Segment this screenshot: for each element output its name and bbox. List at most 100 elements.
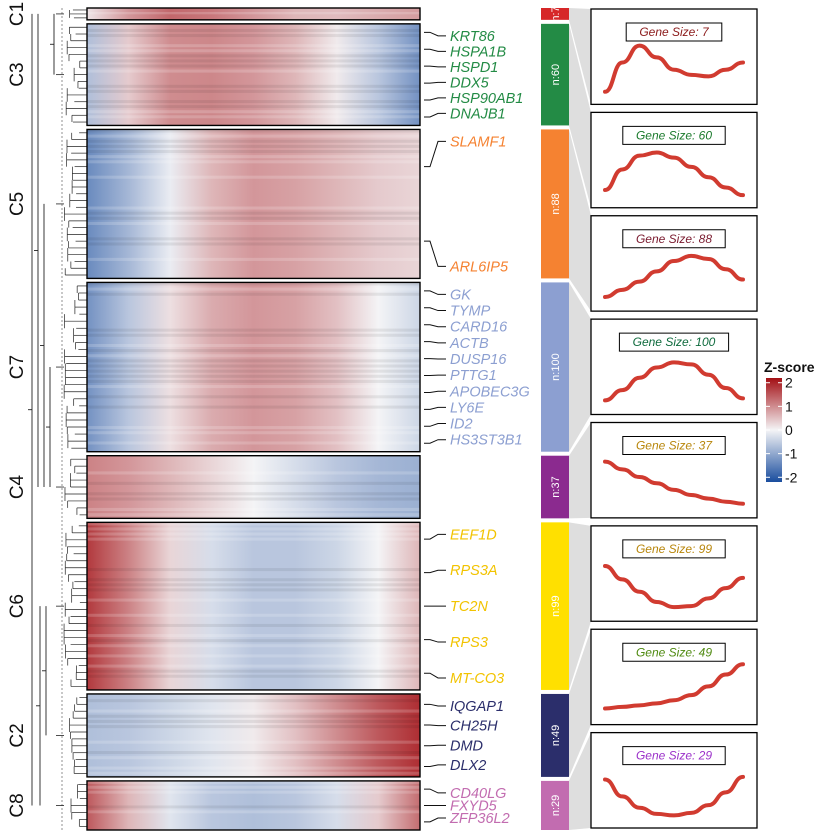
heatmap-row-texture — [87, 598, 420, 602]
heatmap-row-texture — [87, 385, 420, 389]
connector-band-c1 — [569, 8, 591, 105]
heatmap-block-border — [86, 128, 421, 280]
heatmap-row-texture — [87, 49, 420, 53]
trend-line — [603, 360, 745, 403]
heatmap-row-texture — [87, 780, 420, 784]
gene-size-label-box — [622, 642, 726, 662]
cluster-annotation-c8 — [541, 780, 569, 830]
heatmap-row-texture — [87, 699, 420, 703]
legend-colorbar — [766, 378, 782, 482]
gene-label: EEF1D — [450, 527, 497, 543]
cluster-annotation-c7 — [541, 282, 569, 452]
gene-size-label: Gene Size: 100 — [633, 335, 716, 349]
heatmap-row-texture — [87, 497, 420, 501]
heatmap-block-border — [86, 521, 421, 691]
heatmap-row-texture — [87, 634, 420, 638]
gene-label: DLX2 — [450, 758, 486, 774]
gene-label: SLAMF1 — [450, 134, 506, 150]
heatmap-row-texture — [87, 115, 420, 119]
heatmap-block-c3 — [87, 23, 420, 126]
gene-label-connector — [424, 724, 446, 727]
heatmap-row-texture — [87, 750, 420, 755]
heatmap-row-texture — [87, 578, 420, 582]
cluster-label: C7 — [7, 355, 28, 379]
heatmap-row-texture — [87, 664, 420, 668]
heatmap-row-texture — [87, 89, 420, 93]
heatmap-row-texture — [87, 369, 420, 373]
gene-label-connector — [424, 31, 446, 37]
heatmap-row-texture — [87, 771, 420, 775]
heatmap-row-texture — [87, 471, 420, 475]
heatmap-block-c8 — [87, 780, 420, 830]
gene-label: MT-CO3 — [450, 671, 504, 687]
legend-tick-label: -1 — [785, 446, 798, 462]
heatmap-row-texture — [87, 725, 420, 729]
heatmap-row-texture — [87, 374, 420, 378]
heatmap-row-texture — [87, 613, 420, 617]
gene-label-connector — [424, 744, 446, 747]
heatmap-row-texture — [87, 129, 420, 133]
gene-size-label: Gene Size: 49 — [636, 645, 712, 659]
heatmap-row-texture — [87, 64, 420, 68]
gene-label: ZFP36L2 — [449, 811, 510, 827]
gene-label: IQGAP1 — [450, 699, 504, 715]
heatmap-row-texture — [87, 785, 420, 789]
heatmap-block-border — [86, 7, 421, 21]
heatmap-block-c4 — [87, 455, 420, 519]
gene-label: ARL6IP5 — [449, 259, 509, 275]
heatmap-row-texture — [87, 206, 420, 210]
gene-label: ID2 — [450, 417, 473, 433]
gene-label-connector — [424, 817, 446, 823]
heatmap-row-texture — [87, 221, 420, 225]
legend-tick-label: 2 — [785, 375, 793, 391]
gene-label-connector — [424, 81, 446, 84]
gene-label: ACTB — [449, 336, 489, 352]
gene-label: HS3ST3B1 — [450, 433, 523, 449]
heatmap-block-c6 — [87, 522, 420, 690]
cluster-label: C6 — [7, 594, 28, 618]
heatmap-row-texture — [87, 588, 420, 592]
trend-line — [603, 774, 745, 818]
heatmap-row-texture — [87, 237, 420, 241]
cluster-bands-layer — [569, 8, 591, 830]
legend-title: Z-score — [764, 359, 815, 375]
trend-line — [603, 150, 745, 198]
cluster-gene-count: n:99 — [550, 595, 562, 616]
heatmap-row-texture — [87, 134, 420, 138]
heatmap-block-c1 — [87, 8, 420, 20]
cluster-gene-count: n:37 — [550, 476, 562, 497]
cluster-gene-count: n:7 — [550, 6, 562, 21]
gene-size-label: Gene Size: 37 — [636, 439, 713, 453]
heatmap-row-texture — [87, 149, 420, 154]
cluster-annotation-c4 — [541, 455, 569, 519]
gene-label: TYMP — [450, 304, 491, 320]
gene-size-label: Gene Size: 60 — [636, 128, 712, 142]
gene-label-connector — [424, 569, 446, 574]
heatmap-row-texture — [87, 175, 420, 179]
connector-band-c3 — [569, 23, 591, 208]
dendrogram: C1 C3 C5 C7 C4 C6 C2 C8 — [7, 2, 87, 830]
heatmap-row-texture — [87, 756, 420, 760]
legend-tick-label: -2 — [785, 469, 798, 485]
gene-label: CD40LG — [450, 786, 506, 802]
heatmap-row-texture — [87, 790, 420, 794]
heatmap-row-texture — [87, 28, 420, 32]
connector-band-c4 — [569, 422, 591, 519]
gene-label-connector — [424, 97, 446, 101]
heatmap-row-texture — [87, 139, 420, 143]
gene-label: LY6E — [450, 400, 484, 416]
gene-label-connector — [424, 423, 446, 427]
gene-label-connector — [424, 290, 446, 295]
connector-band-c8 — [569, 732, 591, 830]
heatmap-row-texture — [87, 328, 420, 332]
gene-label-connector — [424, 439, 446, 444]
gene-label-connector — [424, 307, 446, 312]
connector-band-c7 — [569, 282, 591, 452]
gene-label: APOBEC3G — [449, 384, 530, 400]
heatmap-row-texture — [87, 507, 420, 512]
heatmap-row-texture — [87, 532, 420, 536]
trend-line — [603, 662, 745, 711]
cluster-label: C5 — [7, 192, 28, 216]
